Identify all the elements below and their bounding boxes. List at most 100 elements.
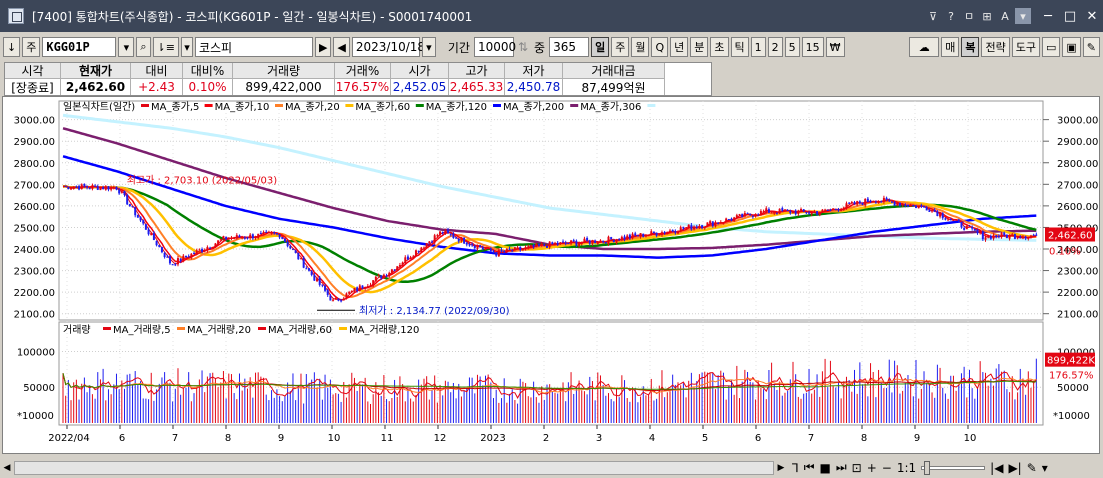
down-arrow-icon[interactable]: ↓: [3, 37, 21, 57]
stock-name-field[interactable]: 코스피: [194, 37, 313, 57]
period-week[interactable]: 주: [611, 37, 630, 57]
maximize-button[interactable]: □: [1063, 8, 1077, 24]
candle-body: [393, 269, 396, 271]
candle-body: [436, 235, 439, 237]
candle-body: [75, 186, 78, 188]
period-5[interactable]: 5: [784, 37, 800, 57]
candle-body: [487, 247, 490, 249]
period-month[interactable]: 월: [631, 37, 650, 57]
candle-body: [545, 245, 548, 248]
calendar-dropdown-icon[interactable]: ▾: [421, 37, 436, 57]
period-list-button[interactable]: ⇂≡: [152, 37, 179, 57]
help-icon[interactable]: ?: [948, 9, 954, 23]
candle-body: [596, 242, 599, 244]
zoom-slider[interactable]: [921, 460, 986, 475]
period-second[interactable]: 초: [710, 37, 729, 57]
menu-icon[interactable]: ▾: [1015, 8, 1031, 24]
link-icon[interactable]: ⇅: [517, 40, 529, 54]
candle-body: [329, 295, 332, 301]
close-button[interactable]: ✕: [1086, 8, 1098, 24]
chart-svg[interactable]: 3000.00 3000.00 2900.00 2900.00 2800.00 2800.…: [3, 97, 1099, 453]
save-icon[interactable]: ▣: [1062, 37, 1081, 57]
period-2[interactable]: 2: [767, 37, 783, 57]
zoom-out-icon[interactable]: −: [881, 460, 892, 475]
candle-body: [743, 213, 746, 217]
zoom-fit-icon[interactable]: ⊡: [851, 460, 862, 475]
quote-volume-pct: 176.57%: [335, 79, 391, 95]
volume-panel: [58, 321, 1044, 426]
candle-body: [203, 249, 206, 252]
next-button[interactable]: ▶: [314, 37, 332, 57]
cloud-icon[interactable]: ☁: [909, 37, 940, 57]
candle-body: [845, 203, 848, 208]
reset-icon[interactable]: ⅂: [792, 460, 799, 475]
settings-icon[interactable]: ▾: [1041, 460, 1048, 475]
x-axis-label: 6: [755, 433, 761, 444]
font-size-icon[interactable]: A: [1001, 9, 1009, 23]
period-15[interactable]: 15: [801, 37, 824, 57]
chevron-down-icon[interactable]: ▾: [118, 37, 135, 57]
candle-body: [313, 275, 316, 281]
horizontal-scrollbar[interactable]: [14, 460, 774, 475]
candle-body: [727, 219, 730, 221]
volume-axis-label-right: 50000: [1057, 383, 1089, 394]
multi-button[interactable]: 복: [961, 37, 980, 57]
wrench-icon[interactable]: ✎: [1082, 37, 1100, 57]
candle-body: [118, 189, 121, 194]
stop-icon[interactable]: ■: [819, 460, 831, 475]
note-icon[interactable]: ✎: [1026, 460, 1037, 475]
slider-thumb[interactable]: [924, 460, 931, 475]
prev-button[interactable]: ◀: [333, 37, 350, 57]
strategy-button[interactable]: 전략: [981, 37, 1010, 57]
period-year[interactable]: 년: [670, 37, 689, 57]
candle-body: [524, 247, 527, 249]
tools-button[interactable]: 도구: [1011, 37, 1040, 57]
candle-body: [321, 284, 324, 286]
period-tick[interactable]: 틱: [730, 37, 749, 57]
candle-body: [366, 285, 369, 288]
quote-change-pct: 0.10%: [183, 79, 233, 95]
range-input[interactable]: 10000: [473, 37, 516, 57]
period-minute[interactable]: 분: [690, 37, 709, 57]
chart-area[interactable]: 3000.00 3000.00 2900.00 2900.00 2800.00 2800.…: [2, 96, 1100, 454]
sell-button[interactable]: 매: [941, 37, 960, 57]
candle-body: [805, 212, 808, 214]
minimize-button[interactable]: ─: [1044, 8, 1052, 24]
folder-icon[interactable]: ▭: [1041, 37, 1061, 57]
candle-body: [850, 201, 853, 203]
rewind-icon[interactable]: ⏮: [803, 460, 815, 474]
period-quarter[interactable]: Q: [651, 37, 669, 57]
candle-body: [682, 226, 685, 229]
fast-forward-icon[interactable]: ⏭: [835, 460, 847, 474]
candle-body: [923, 205, 926, 208]
price-legend-swatch: [493, 104, 501, 107]
candle-body: [479, 245, 482, 248]
count-input[interactable]: 365: [549, 37, 590, 57]
x-axis-label: 7: [808, 433, 814, 444]
scroll-right-icon[interactable]: ▶: [777, 462, 785, 473]
candle-body: [578, 243, 581, 247]
code-input[interactable]: KGG01P: [42, 37, 117, 57]
candle-body: [562, 241, 565, 243]
currency-button[interactable]: ₩: [825, 37, 845, 57]
pin-icon[interactable]: ⊽: [928, 9, 938, 23]
last-icon[interactable]: ▶|: [1008, 460, 1022, 475]
candle-body: [677, 232, 680, 234]
period-day[interactable]: 일: [591, 37, 610, 57]
date-input[interactable]: 2023/10/18: [351, 37, 425, 57]
zoom-in-icon[interactable]: +: [866, 460, 877, 475]
tile-icon[interactable]: ⊞: [982, 9, 992, 23]
first-icon[interactable]: |◀: [990, 460, 1004, 475]
scroll-left-icon[interactable]: ◀: [3, 462, 11, 473]
candle-body: [1008, 234, 1011, 239]
window-icon[interactable]: ㅁ: [963, 10, 975, 23]
candle-body: [652, 232, 655, 234]
period-dropdown-icon[interactable]: ▾: [180, 37, 193, 57]
candle-body: [193, 252, 196, 254]
candle-body: [813, 211, 816, 213]
candle-body: [214, 243, 217, 248]
period-1[interactable]: 1: [750, 37, 766, 57]
price-legend-swatch: [141, 104, 149, 107]
code-type-button[interactable]: 주: [22, 37, 41, 57]
search-icon[interactable]: ⌕: [136, 37, 151, 57]
